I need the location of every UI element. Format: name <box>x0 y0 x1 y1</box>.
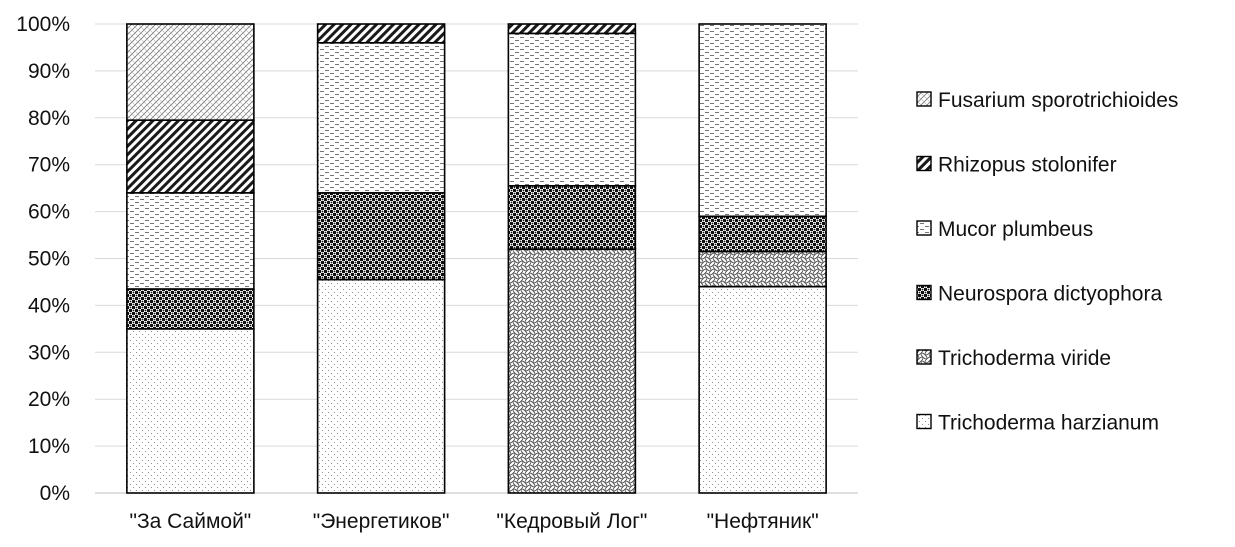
legend-label: Trichoderma viride <box>938 347 1111 370</box>
legend-swatch <box>916 284 932 301</box>
legend-swatch <box>916 413 932 430</box>
legend-label: Mucor plumbeus <box>938 218 1093 241</box>
legend-item: Fusarium sporotrichioides <box>916 89 1178 112</box>
bar-stack-2 <box>507 23 637 494</box>
y-tick-label: 60% <box>28 201 70 224</box>
y-tick-label: 40% <box>28 294 70 317</box>
y-tick-label: 30% <box>28 341 70 364</box>
bar-segment <box>316 41 446 194</box>
legend-label: Neurospora dictyophora <box>938 283 1162 306</box>
x-category-label: "Энергетиков" <box>313 510 450 533</box>
y-tick-label: 50% <box>28 248 70 271</box>
legend-item: Rhizopus stolonifer <box>916 154 1117 177</box>
bar-segment <box>126 119 255 194</box>
legend: Fusarium sporotrichioides Rhizopus stolon… <box>916 89 1178 435</box>
bar-segment <box>507 248 637 494</box>
y-tick-label: 0% <box>40 482 70 505</box>
bar-stack-1 <box>316 23 446 494</box>
bar-segment <box>316 23 446 44</box>
x-category-label: "Нефтяник" <box>707 510 819 533</box>
y-tick-label: 80% <box>28 107 70 130</box>
bar-stack-3 <box>698 23 827 494</box>
bar-segment <box>316 192 446 281</box>
y-tick-label: 90% <box>28 60 70 83</box>
legend-label: Fusarium sporotrichioides <box>938 89 1178 112</box>
legend-swatch <box>916 349 932 365</box>
y-tick-label: 70% <box>28 154 70 177</box>
bar-segment <box>126 328 255 494</box>
bar-stack-0 <box>126 23 255 494</box>
x-category-label: "Кедровый Лог" <box>496 510 647 533</box>
y-tick-label: 100% <box>16 13 70 36</box>
legend-swatch <box>916 155 932 172</box>
legend-item: Trichoderma viride <box>916 347 1111 370</box>
bar-segment <box>698 215 827 253</box>
legend-item: Neurospora dictyophora <box>916 283 1162 306</box>
bar-segment <box>507 185 637 250</box>
bar-segment <box>507 32 637 187</box>
legend-swatch <box>916 220 932 236</box>
legend-label: Trichoderma harzianum <box>938 412 1159 435</box>
x-category-label: "За Саймой" <box>129 510 251 533</box>
bar-segment <box>507 23 637 35</box>
y-tick-label: 10% <box>28 435 70 458</box>
bar-segment <box>698 285 827 494</box>
legend-swatch <box>916 91 932 107</box>
bar-segment <box>698 250 827 288</box>
bars-layer <box>126 23 827 494</box>
legend-label: Rhizopus stolonifer <box>938 154 1117 177</box>
axis-layer: 0% 10% 20% 30% 40% 50% 60% 70% 80% 90% 100% "За Сай… <box>16 13 818 533</box>
legend-item: Mucor plumbeus <box>916 218 1093 241</box>
y-tick-label: 20% <box>28 388 70 411</box>
bar-segment <box>698 23 827 218</box>
bar-segment <box>126 288 255 330</box>
bar-segment <box>126 23 255 121</box>
bar-segment <box>126 192 255 290</box>
legend-item: Trichoderma harzianum <box>916 412 1159 435</box>
bar-segment <box>316 278 446 494</box>
